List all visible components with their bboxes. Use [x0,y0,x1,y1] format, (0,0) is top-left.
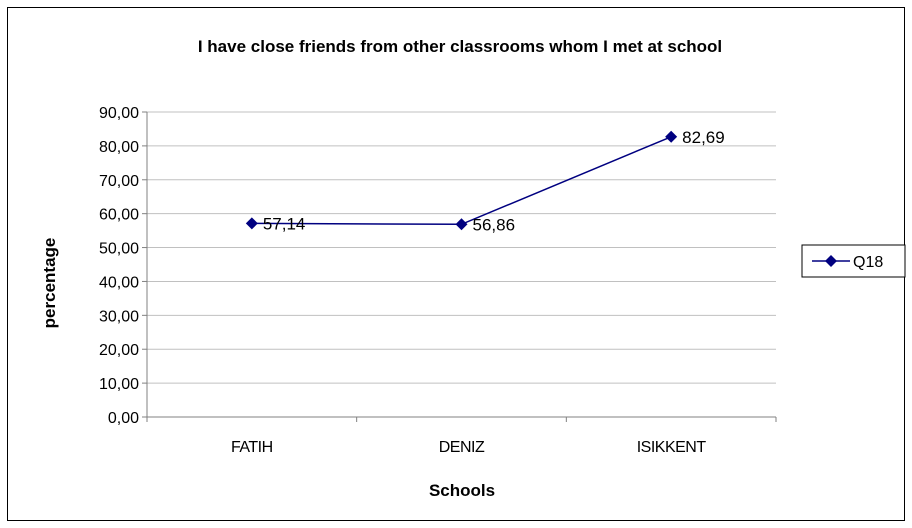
y-tick-label: 0,00 [108,410,139,427]
x-tick-label: ISIKKENT [637,439,707,456]
series-group: 57,14 56,86 82,69 [245,128,725,234]
data-label: 56,86 [473,215,516,234]
y-tick-label: 60,00 [99,207,139,224]
data-label: 57,14 [263,214,306,233]
y-tick-label: 50,00 [99,241,139,258]
x-axis-title: Schools [429,481,495,500]
legend-marker [825,255,837,267]
legend: Q18 [801,244,906,278]
legend-label: Q18 [853,254,883,271]
x-tick-label: FATIH [231,439,273,456]
data-label: 82,69 [682,128,725,147]
series-line [251,136,672,226]
y-tick-label: 80,00 [99,139,139,156]
chart-title: I have close friends from other classroo… [198,37,722,56]
y-tick-label: 90,00 [99,105,139,122]
x-tick-label: DENIZ [439,439,485,456]
y-tick-label: 20,00 [99,342,139,359]
chart-frame [7,7,905,521]
data-point-marker [455,218,468,231]
data-point-marker [665,130,678,143]
y-tick-label: 40,00 [99,274,139,291]
y-tick-labels: 0,00 10,00 20,00 30,00 40,00 50,00 60,00 70,00 8… [99,105,139,427]
axes [142,111,777,422]
x-tick-labels: FATIH DENIZ ISIKKENT [231,439,707,456]
y-tick-label: 30,00 [99,308,139,325]
y-tick-label: 10,00 [99,376,139,393]
y-axis-title: percentage [40,238,59,329]
gridlines [147,111,776,384]
y-tick-label: 70,00 [99,173,139,190]
data-point-marker [245,217,258,230]
